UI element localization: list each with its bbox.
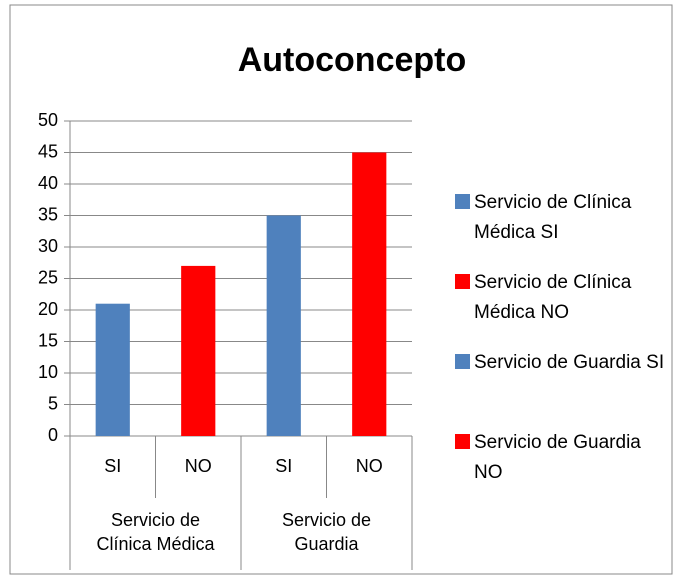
group-label: Servicio de Clínica Médica bbox=[96, 510, 215, 554]
y-tick-label: 45 bbox=[38, 141, 58, 161]
y-tick-label: 50 bbox=[38, 110, 58, 130]
y-tick-label: 20 bbox=[38, 299, 58, 319]
y-tick-label: 40 bbox=[38, 173, 58, 193]
y-tick-label: 25 bbox=[38, 267, 58, 287]
x-tick-label: NO bbox=[356, 456, 383, 476]
x-tick-label: NO bbox=[185, 456, 212, 476]
bar bbox=[181, 265, 216, 436]
group-label: Servicio de Guardia bbox=[281, 510, 372, 554]
y-tick-label: 30 bbox=[38, 236, 58, 256]
legend-swatch bbox=[455, 274, 470, 289]
legend-label: Servicio de Guardia NO bbox=[474, 432, 641, 483]
chart-border bbox=[9, 4, 673, 575]
legend-label: Servicio de Clínica Médica SI bbox=[474, 192, 632, 243]
legend-label: Servicio de Clínica Médica NO bbox=[474, 272, 632, 323]
legend-label: Servicio de Guardia SI bbox=[474, 352, 665, 373]
y-tick-label: 15 bbox=[38, 330, 58, 350]
legend-swatch bbox=[455, 434, 470, 449]
y-tick-label: 0 bbox=[48, 425, 58, 445]
bar bbox=[266, 215, 301, 436]
x-tick-label: SI bbox=[104, 456, 121, 476]
x-tick-label: SI bbox=[275, 456, 292, 476]
chart-title: Autoconcepto bbox=[238, 41, 467, 79]
legend-swatch bbox=[455, 194, 470, 209]
legend-swatch bbox=[455, 354, 470, 369]
y-tick-label: 10 bbox=[38, 362, 58, 382]
bar bbox=[95, 303, 130, 436]
bar bbox=[352, 152, 387, 436]
y-tick-label: 5 bbox=[48, 393, 58, 413]
y-tick-label: 35 bbox=[38, 204, 58, 224]
